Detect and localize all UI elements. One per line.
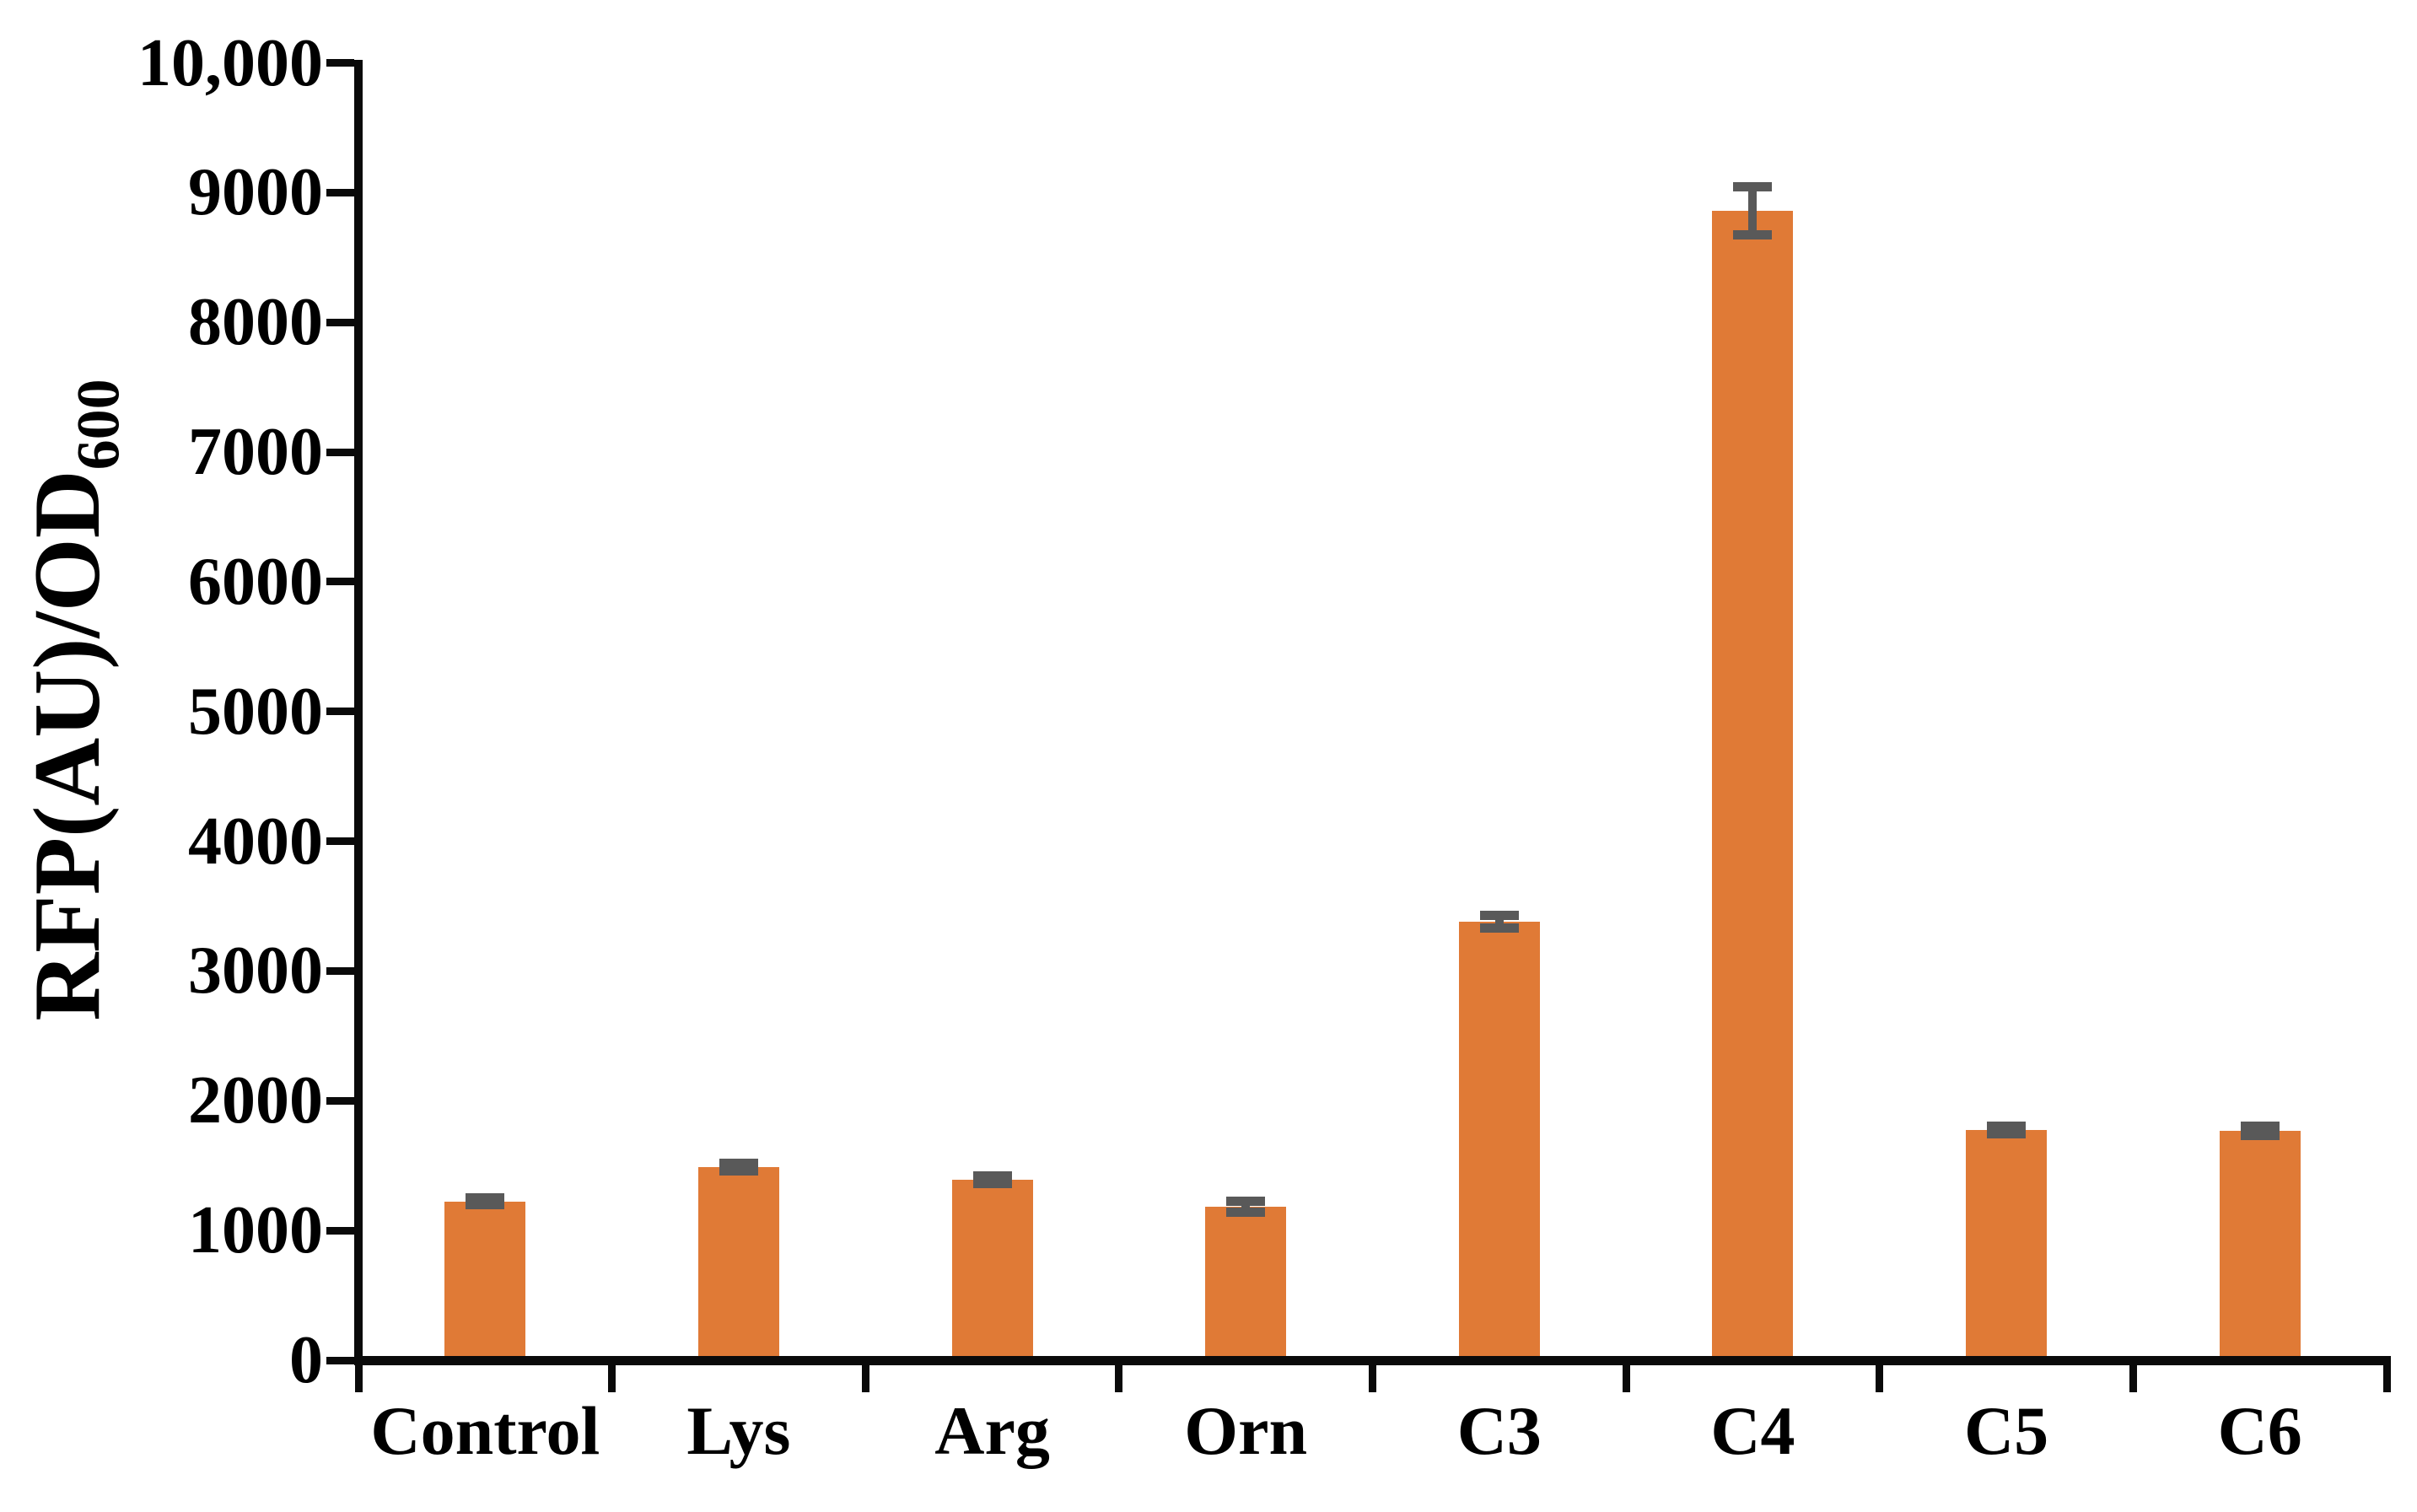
error-bar-c3-cap-top	[1479, 911, 1519, 921]
x-tick-label-arg: Arg	[934, 1392, 1050, 1469]
x-axis-tick-4	[1369, 1360, 1376, 1392]
error-bar-c3-whisker	[1494, 915, 1504, 928]
x-tick-label-c5: C5	[1963, 1392, 2049, 1469]
bar-c5	[1966, 1129, 2048, 1360]
y-axis-tick-5000	[326, 708, 354, 716]
y-tick-label-8000: 8000	[188, 285, 323, 360]
error-bar-orn-whisker	[1241, 1201, 1251, 1213]
x-tick-label-control: Control	[370, 1392, 600, 1469]
y-tick-label-1000: 1000	[188, 1193, 323, 1268]
error-bar-arg-cap-top	[972, 1171, 1012, 1181]
x-tick-label-c6: C6	[2217, 1392, 2302, 1469]
y-axis-tick-6000	[326, 578, 354, 586]
x-axis-tick-5	[1622, 1360, 1630, 1392]
error-bar-orn-cap-bottom	[1226, 1208, 1266, 1218]
error-bar-c6-whisker	[2255, 1126, 2264, 1136]
x-axis-tick-0	[354, 1360, 363, 1392]
y-tick-label-6000: 6000	[188, 544, 323, 619]
y-axis-tick-8000	[326, 318, 354, 326]
y-axis-tick-9000	[326, 188, 354, 196]
x-axis-tick-2	[861, 1360, 869, 1392]
error-bar-lys-cap-top	[719, 1158, 758, 1168]
y-axis-tick-2000	[326, 1096, 354, 1105]
error-bar-arg-cap-bottom	[972, 1178, 1012, 1188]
x-axis-tick-3	[1115, 1360, 1123, 1392]
error-bar-c4-cap-top	[1733, 181, 1773, 191]
y-tick-label-4000: 4000	[188, 804, 323, 879]
y-axis-line	[354, 59, 363, 1364]
error-bar-lys-cap-bottom	[719, 1165, 758, 1176]
bar-c4	[1712, 210, 1794, 1360]
error-bar-c4-cap-bottom	[1733, 229, 1773, 239]
x-axis-tick-1	[608, 1360, 616, 1392]
y-tick-label-5000: 5000	[188, 674, 323, 749]
y-axis-tick-1000	[326, 1226, 354, 1235]
error-bar-c3-cap-bottom	[1479, 923, 1519, 933]
x-axis-tick-8	[2382, 1360, 2391, 1392]
bar-control	[444, 1201, 526, 1360]
y-tick-label-0: 0	[289, 1323, 323, 1397]
bar-arg	[951, 1180, 1033, 1360]
error-bar-c5-cap-top	[1987, 1121, 2027, 1131]
y-tick-label-7000: 7000	[188, 415, 323, 490]
y-axis-tick-0	[326, 1356, 354, 1364]
error-bar-c6-cap-bottom	[2240, 1130, 2280, 1140]
bar-c6	[2219, 1130, 2301, 1360]
bar-orn	[1205, 1207, 1287, 1360]
y-axis-tick-7000	[326, 448, 354, 456]
y-axis-tick-10000	[326, 59, 354, 67]
y-axis-tick-3000	[326, 966, 354, 975]
y-tick-label-10000: 10,000	[137, 25, 323, 100]
x-axis-tick-6	[1876, 1360, 1884, 1392]
error-bar-c4-whisker	[1748, 186, 1758, 235]
bar-c3	[1458, 921, 1540, 1360]
error-bar-control-cap-top	[466, 1193, 505, 1203]
y-tick-label-9000: 9000	[188, 155, 323, 230]
error-bar-orn-cap-top	[1226, 1197, 1266, 1207]
error-bar-c5-cap-bottom	[1987, 1129, 2027, 1139]
error-bar-control-cap-bottom	[466, 1199, 505, 1209]
x-axis-tick-7	[2129, 1360, 2137, 1392]
error-bar-c6-cap-top	[2240, 1121, 2280, 1131]
x-tick-label-c4: C4	[1710, 1392, 1795, 1469]
x-tick-label-orn: Orn	[1184, 1392, 1308, 1469]
x-tick-label-lys: Lys	[686, 1392, 791, 1469]
x-tick-label-c3: C3	[1456, 1392, 1542, 1469]
y-axis-tick-4000	[326, 837, 354, 846]
bar-lys	[697, 1166, 779, 1360]
y-tick-label-2000: 2000	[188, 1063, 323, 1138]
y-tick-label-3000: 3000	[188, 934, 323, 1009]
